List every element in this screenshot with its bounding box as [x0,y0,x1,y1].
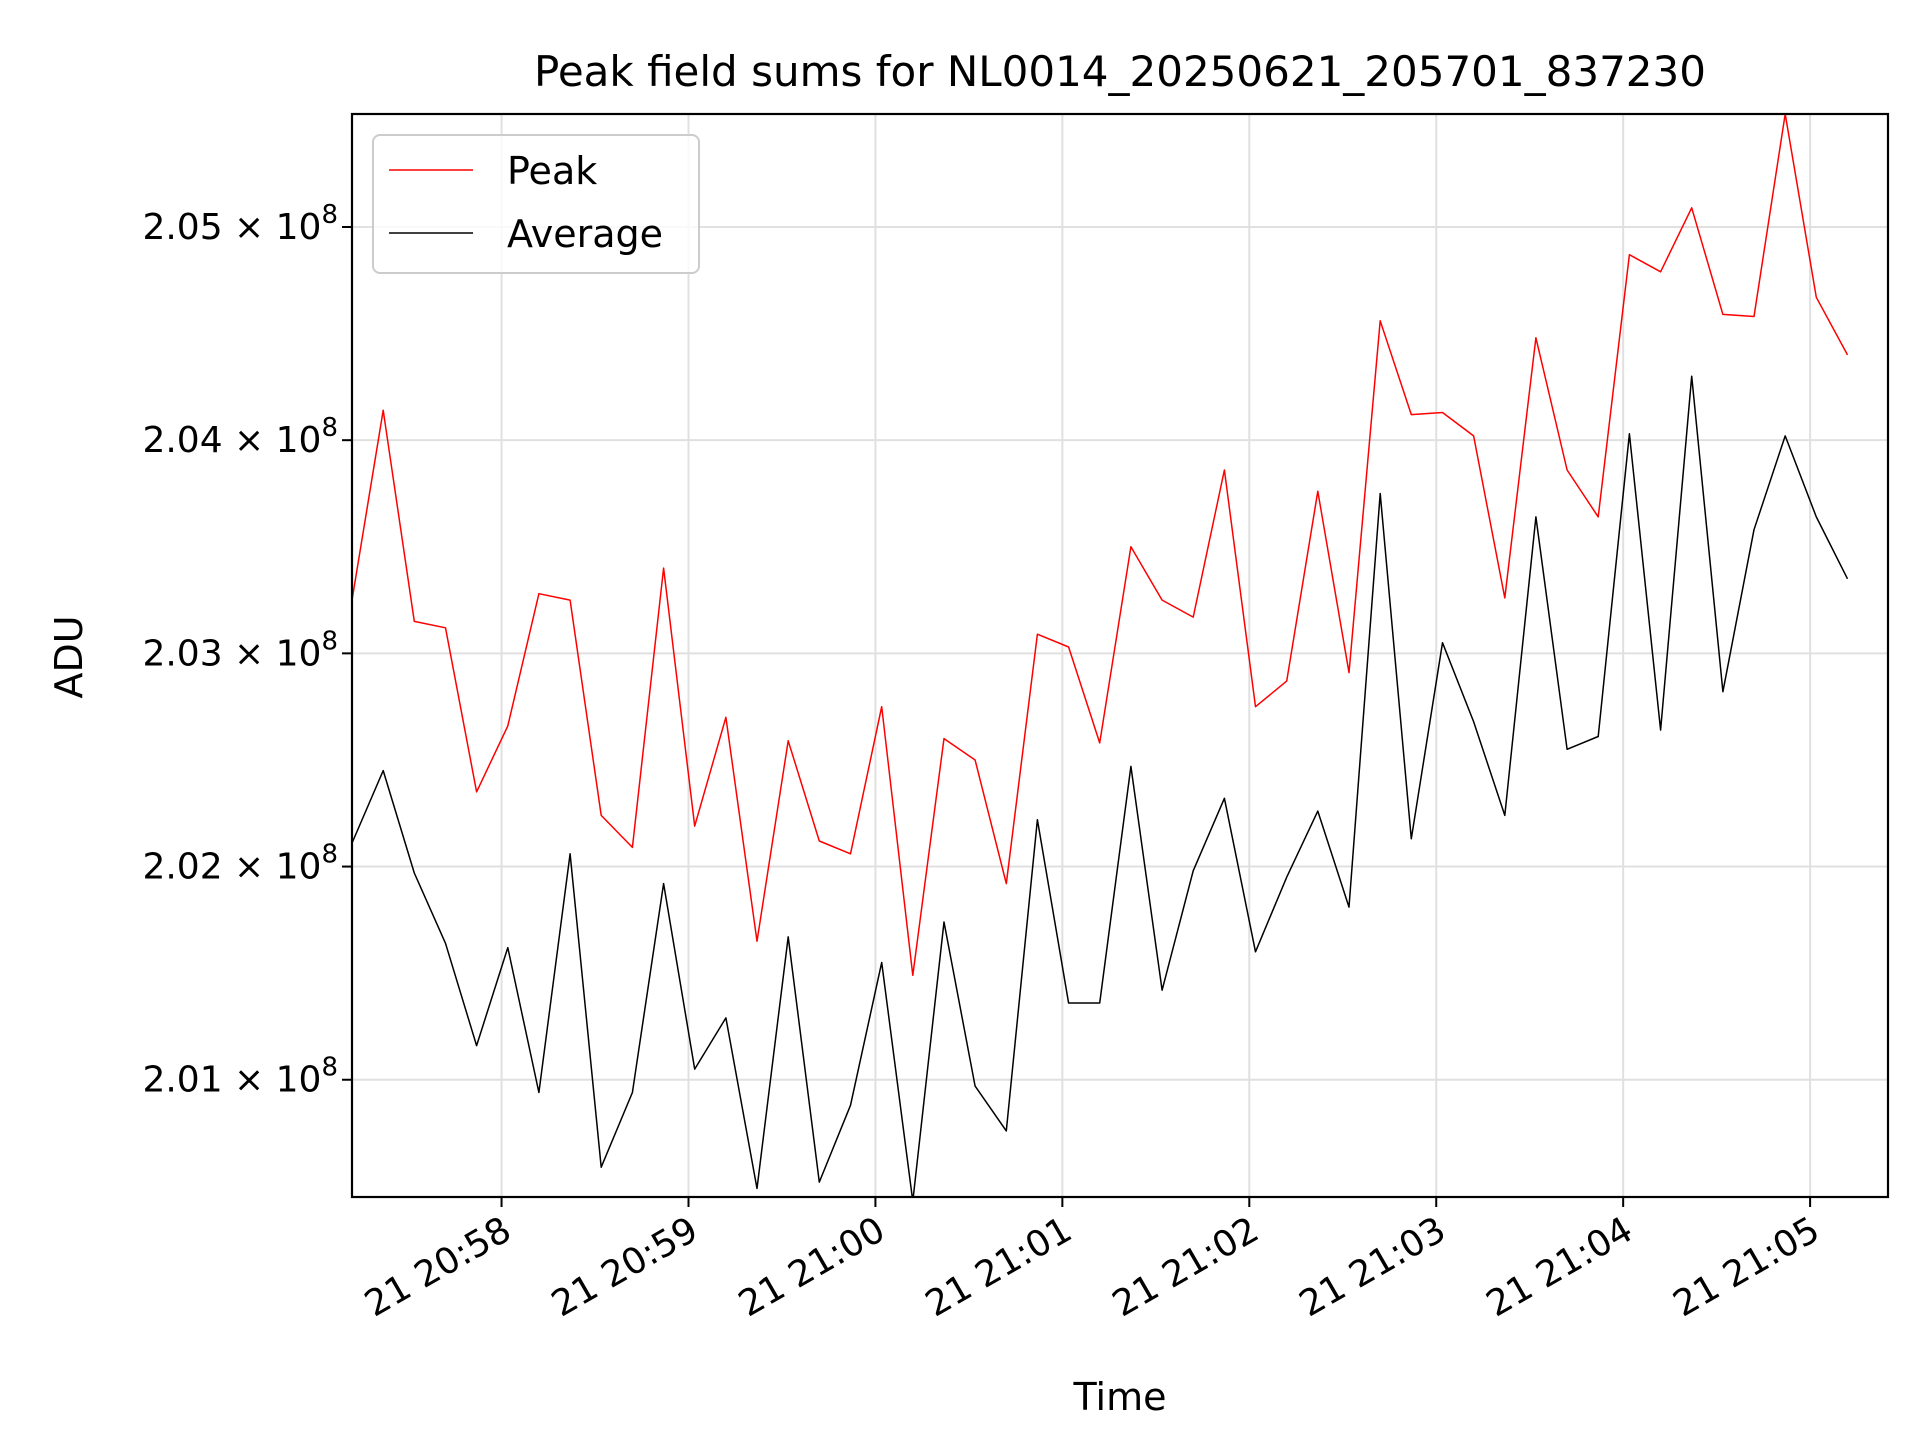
legend: Peak Average [372,134,700,274]
y-tick-label: 2.04 × 108 [142,413,338,461]
y-axis-label: ADU [47,615,91,698]
series-line-average [352,375,1849,1197]
series-line-peak [352,114,1849,977]
y-axis-ticks: 2.01 × 108 2.02 × 108 2.03 × 108 2.04 × 108… [142,200,352,1101]
chart-title: Peak field sums for NL0014_20250621_2057… [534,47,1706,96]
plot-frame [350,112,1890,1199]
legend-label-peak: Peak [507,149,597,193]
grid [352,114,1888,1197]
y-tick-label: 2.02 × 108 [142,840,338,888]
y-tick-label: 2.05 × 108 [142,200,338,248]
y-tick-label: 2.01 × 108 [142,1053,338,1101]
y-tick-label: 2.03 × 108 [142,626,338,674]
legend-label-average: Average [507,212,663,256]
series-layer [352,114,1849,1197]
x-axis-label: Time [1073,1375,1167,1419]
